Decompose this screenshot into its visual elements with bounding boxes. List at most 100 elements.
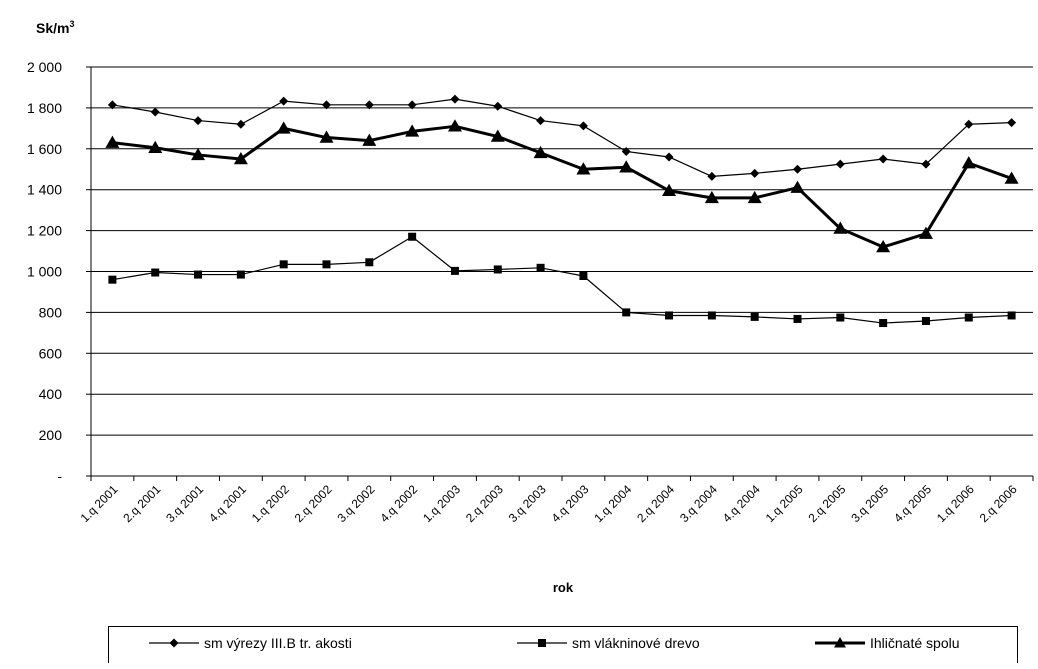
gridlines: [91, 66, 1033, 436]
data-point: [148, 140, 163, 154]
data-point: [151, 268, 160, 277]
data-point: [665, 311, 674, 320]
data-point: [793, 164, 802, 174]
data-point: [319, 130, 334, 143]
legend-marker: [538, 639, 546, 647]
data-point: [1007, 118, 1017, 128]
x-tick-label: 3.q 2005: [848, 482, 891, 525]
data-point: [447, 119, 462, 132]
y-tick-label: 1 400: [27, 182, 62, 198]
x-tick-label: 1.q 2003: [420, 482, 463, 525]
y-tick-label: 1 600: [27, 141, 62, 157]
data-point: [707, 171, 717, 181]
x-tick-label: 2.q 2003: [463, 482, 506, 525]
data-point: [533, 145, 548, 159]
data-point: [405, 124, 420, 137]
legend-label: sm výrezy III.B tr. akosti: [204, 635, 352, 651]
series-triangle: [105, 119, 1019, 253]
x-tick-label: 1.q 2005: [763, 482, 806, 525]
x-tick-label: 2.q 2004: [634, 482, 677, 525]
data-point: [918, 226, 933, 239]
x-tick-label: 3.q 2002: [335, 482, 378, 525]
data-point: [1004, 171, 1019, 184]
series: [105, 94, 1019, 328]
data-point: [793, 314, 802, 323]
axes: [86, 66, 1034, 481]
y-tick-label: -: [57, 468, 62, 484]
data-point: [536, 116, 546, 126]
x-tick-label: 2.q 2006: [977, 482, 1020, 525]
data-point: [662, 183, 677, 196]
data-point: [836, 313, 845, 322]
x-tick-labels: 1.q 2001 2.q 2001 3.q 2001 4.q 2001 1.q 2002…: [78, 482, 1020, 525]
data-point: [664, 152, 674, 162]
y-tick-label: 200: [39, 427, 63, 443]
x-tick-label: 3.q 2004: [677, 482, 720, 525]
legend-label: sm vlákninové drevo: [572, 635, 700, 651]
data-point: [576, 162, 591, 175]
data-point: [408, 232, 417, 241]
data-point: [879, 319, 888, 328]
data-point: [450, 266, 459, 275]
data-point: [107, 100, 117, 110]
data-point: [364, 100, 374, 110]
data-point: [105, 135, 120, 148]
y-tick-label: 1 800: [27, 100, 62, 116]
data-point: [961, 156, 976, 169]
legend-label: Ihličnaté spolu: [870, 635, 960, 651]
data-point: [365, 258, 374, 267]
data-point: [833, 221, 848, 234]
data-point: [707, 311, 716, 320]
data-point: [835, 159, 845, 169]
data-point: [490, 129, 505, 142]
data-point: [322, 100, 331, 110]
data-point: [233, 152, 248, 165]
legend: sm výrezy III.B tr. akosti sm vlákninové …: [108, 626, 1018, 663]
data-point: [750, 312, 759, 321]
x-tick-label: 4.q 2005: [891, 482, 934, 525]
data-point: [150, 107, 160, 117]
data-point: [704, 190, 719, 204]
data-point: [279, 96, 289, 106]
y-tick-label: 800: [39, 304, 63, 320]
y-tick-label: 1 000: [27, 264, 62, 280]
data-point: [621, 146, 631, 156]
x-tick-label: 1.q 2006: [934, 482, 977, 525]
data-point: [493, 101, 503, 111]
data-point: [622, 308, 631, 317]
data-point: [876, 239, 891, 253]
y-tick-label: 400: [39, 386, 63, 402]
legend-entry: Ihličnaté spolu: [815, 635, 960, 651]
y-tick-label: 2 000: [27, 59, 62, 75]
data-point: [619, 160, 634, 173]
y-tick-label: 1 200: [27, 223, 62, 239]
data-point: [450, 94, 460, 104]
data-point: [790, 180, 805, 193]
data-point: [108, 275, 117, 284]
legend-entry: sm výrezy III.B tr. akosti: [149, 635, 352, 651]
data-point: [236, 119, 246, 129]
data-point: [579, 271, 588, 280]
x-tick-label: 3.q 2003: [506, 482, 549, 525]
legend-marker: [834, 637, 846, 648]
data-point: [279, 260, 288, 269]
y-tick-label: 600: [39, 345, 63, 361]
data-point: [1007, 311, 1016, 320]
y-axis-label: Sk/m3: [36, 19, 74, 36]
data-point: [964, 313, 973, 322]
series-line: [112, 236, 1012, 324]
data-point: [407, 100, 417, 110]
data-point: [276, 121, 291, 134]
legend-svg: sm výrezy III.B tr. akosti sm vlákninové …: [149, 635, 960, 651]
data-point: [493, 265, 502, 274]
legend-entry: sm vlákninové drevo: [517, 635, 700, 651]
x-tick-label: 3.q 2001: [163, 482, 206, 525]
data-point: [194, 270, 203, 279]
x-tick-label: 1.q 2001: [78, 482, 121, 525]
data-point: [750, 168, 760, 178]
series-diamond: [107, 94, 1017, 181]
x-tick-label: 2.q 2005: [806, 482, 849, 525]
x-tick-label: 4.q 2002: [377, 482, 420, 525]
x-tick-label: 4.q 2003: [549, 482, 592, 525]
